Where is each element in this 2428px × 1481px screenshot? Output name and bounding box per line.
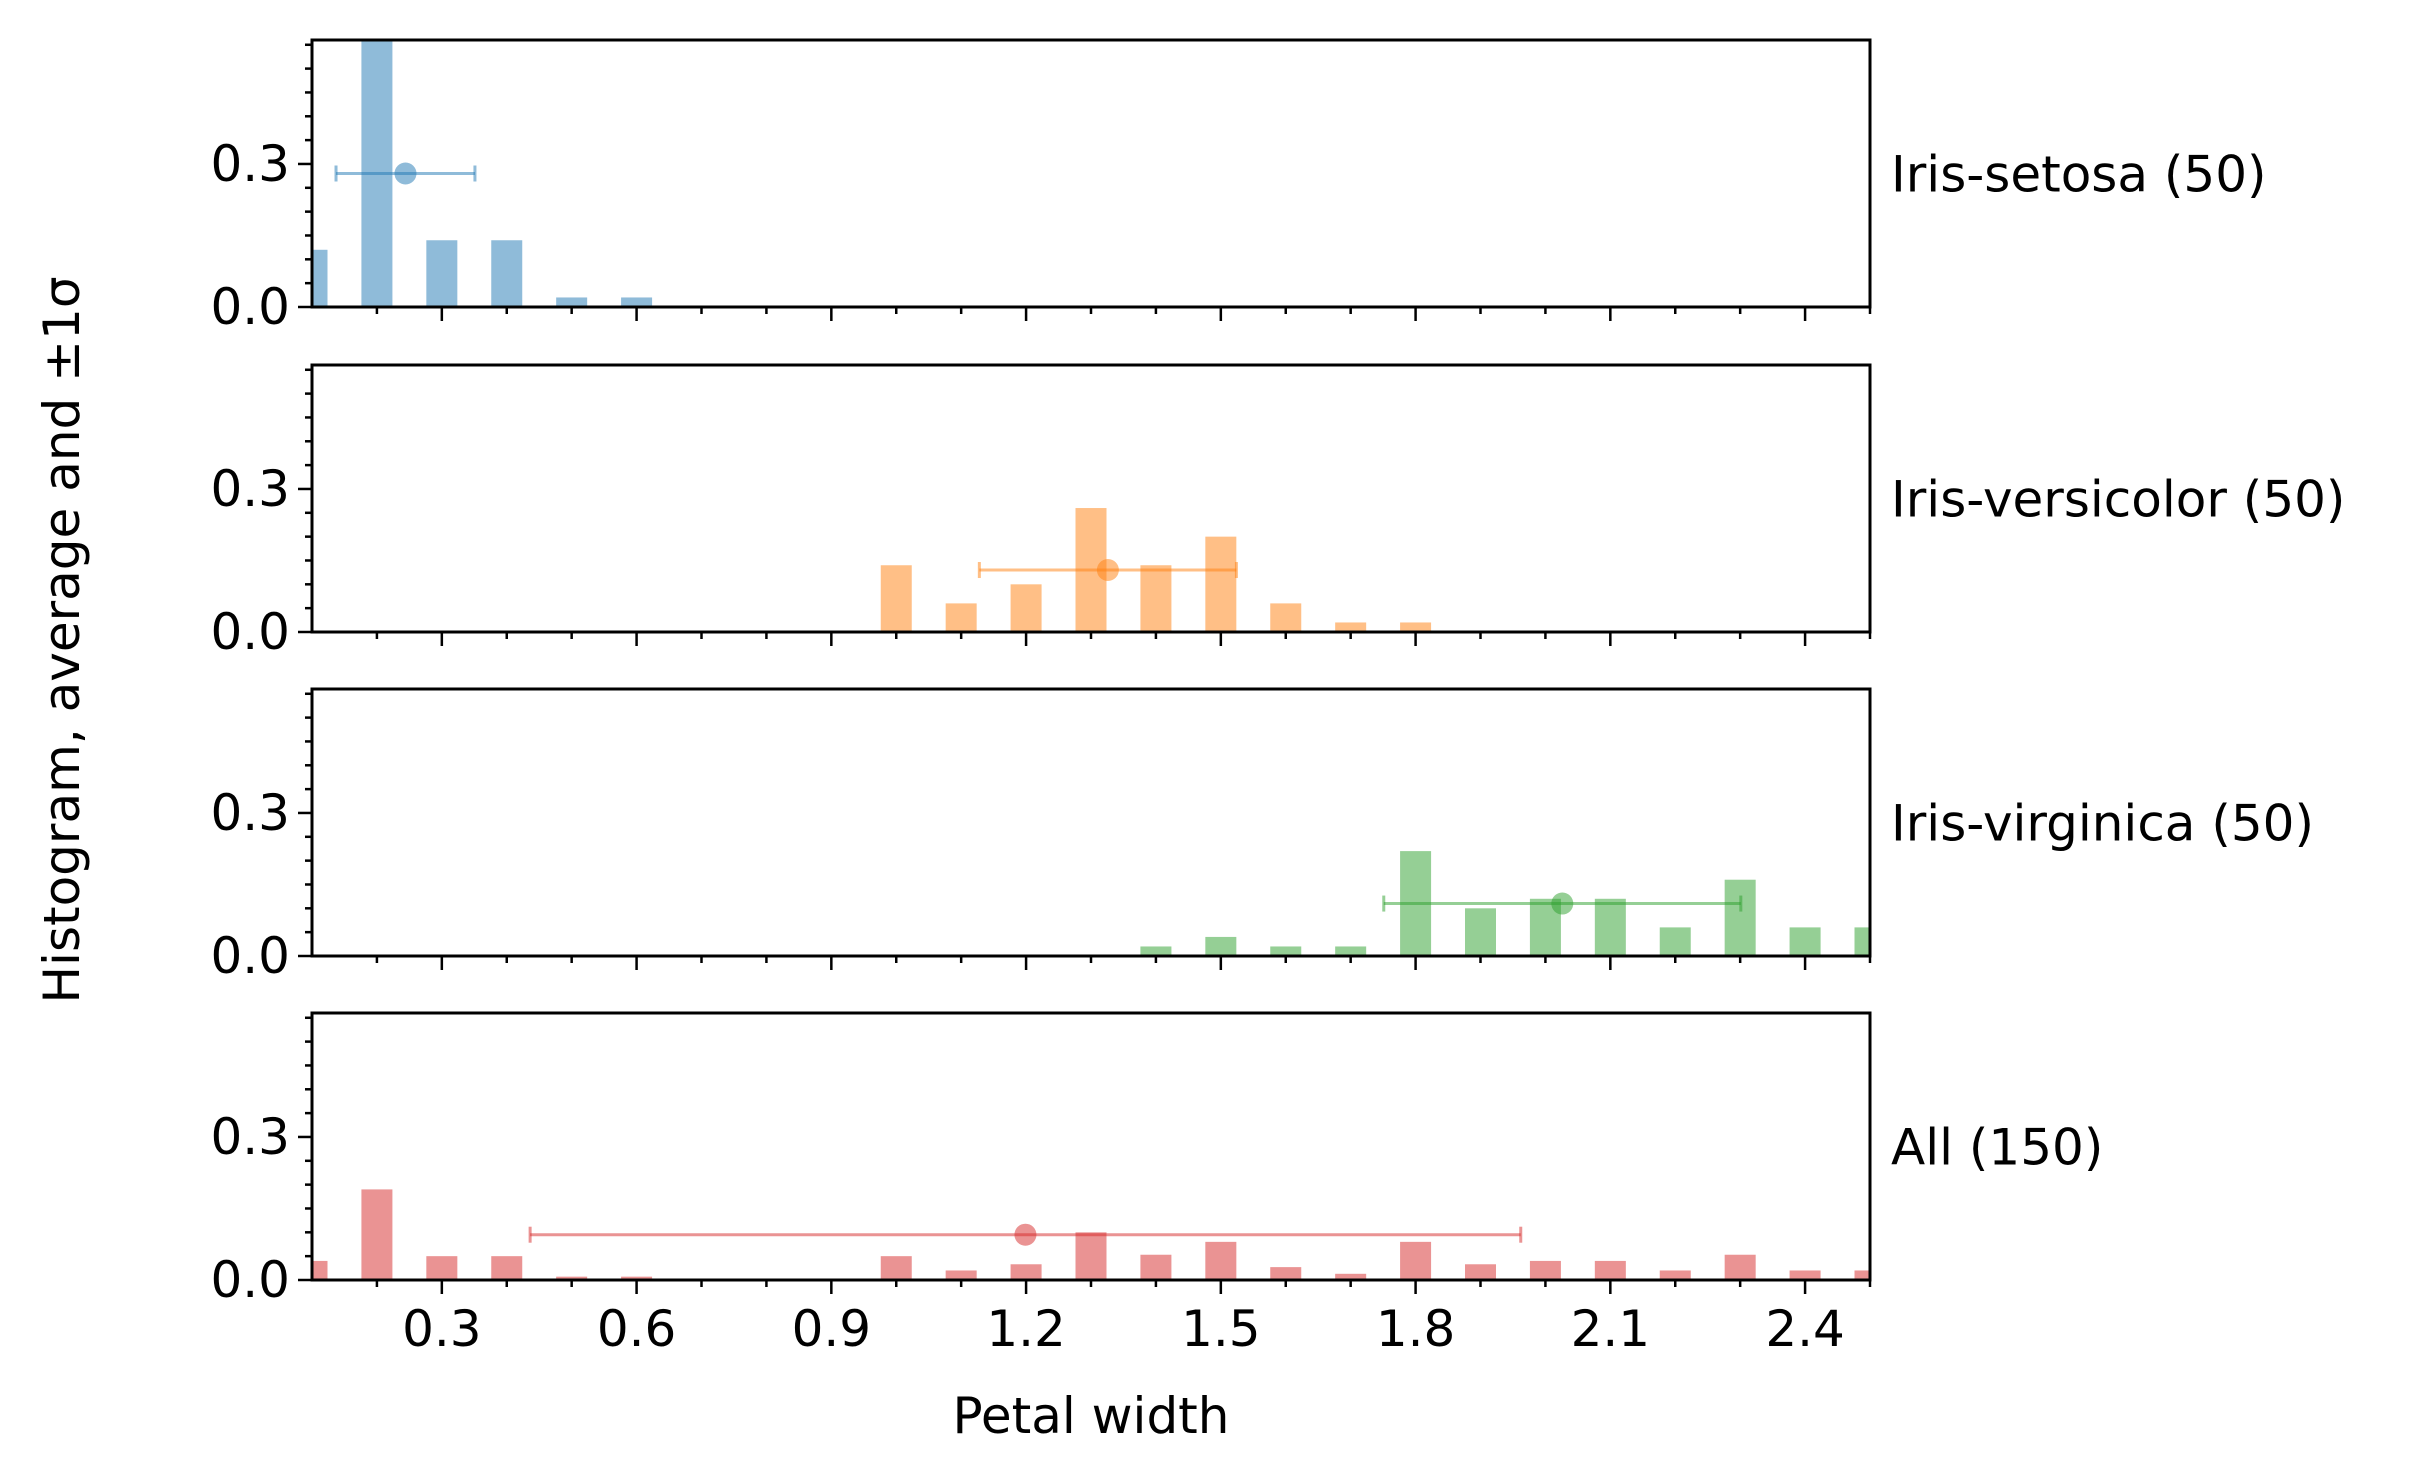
histogram-bar <box>880 1256 912 1280</box>
histogram-bar <box>1724 879 1756 956</box>
mean-marker <box>394 162 417 185</box>
histogram-bar <box>1205 1241 1237 1280</box>
panel-label: Iris-versicolor (50) <box>1891 471 2345 529</box>
x-tick-label: 1.2 <box>986 1300 1066 1358</box>
histogram-bar <box>1529 1260 1561 1280</box>
x-axis-title: Petal width <box>953 1387 1230 1445</box>
histogram-bar <box>621 1276 653 1280</box>
histogram-bar <box>1010 584 1042 632</box>
histogram-bar <box>556 1276 588 1280</box>
x-tick-label: 1.8 <box>1376 1300 1456 1358</box>
histogram-bar <box>1854 927 1870 956</box>
y-axis-title: Histogram, average and ±1σ <box>33 276 91 1003</box>
histogram-bar <box>1140 565 1172 632</box>
histogram-bar <box>1659 927 1691 956</box>
histogram-bar <box>1010 1264 1042 1280</box>
histogram-bar <box>491 1256 523 1280</box>
histogram-bar <box>1724 1254 1756 1280</box>
histogram-bar <box>491 240 523 307</box>
y-tick-label: 0.3 <box>210 1108 290 1166</box>
histogram-bar <box>1789 1270 1821 1280</box>
histogram-bar <box>1594 898 1626 956</box>
histogram-bar <box>945 1270 977 1280</box>
x-tick-label: 0.9 <box>792 1300 872 1358</box>
panel-1: 0.0 0.3 Iris-setosa (50) <box>210 38 2267 336</box>
histogram-bar <box>312 1260 328 1280</box>
histogram-bar <box>426 1256 458 1280</box>
histogram-bar <box>1270 946 1302 956</box>
y-tick-label: 0.3 <box>210 135 290 193</box>
panel-label: All (150) <box>1891 1119 2103 1177</box>
panel-frame <box>310 38 1872 309</box>
panels-group: 0.0 0.3 Iris-setosa (50) 0.0 0.3 Iris-versico… <box>210 38 2345 1358</box>
bars-group <box>312 1189 1870 1280</box>
histogram-bar <box>1465 1264 1496 1280</box>
panel-frame <box>310 687 1872 958</box>
y-tick-label: 0.0 <box>210 603 290 661</box>
histogram-bar <box>945 603 977 632</box>
y-tick-label: 0.0 <box>210 1251 290 1309</box>
panel-2: 0.0 0.3 Iris-versicolor (50) <box>210 363 2345 661</box>
x-tick-label: 0.3 <box>402 1300 482 1358</box>
mean-marker <box>1014 1223 1037 1246</box>
histogram-bar <box>1335 1273 1367 1280</box>
histogram-bar <box>312 249 328 307</box>
histogram-bar <box>1400 1241 1432 1280</box>
histogram-bar <box>1335 622 1367 632</box>
histogram-bar <box>1270 1267 1302 1280</box>
histogram-bar <box>1335 946 1367 956</box>
x-tick-label: 2.1 <box>1571 1300 1651 1358</box>
mean-marker <box>1096 559 1119 582</box>
histogram-bar <box>361 1189 393 1280</box>
y-tick-label: 0.0 <box>210 927 290 985</box>
histogram-bar <box>556 297 588 307</box>
mean-marker <box>1551 892 1574 915</box>
histogram-bar <box>426 240 458 307</box>
panel-3: 0.0 0.3 Iris-virginica (50) <box>210 687 2314 985</box>
histogram-bar <box>880 565 912 632</box>
histogram-bar <box>1205 536 1237 632</box>
y-tick-label: 0.3 <box>210 784 290 842</box>
x-tick-label: 2.4 <box>1765 1300 1845 1358</box>
histogram-bar <box>1594 1260 1626 1280</box>
histogram-bar <box>621 297 653 307</box>
histogram-bar <box>1465 908 1496 956</box>
y-tick-label: 0.0 <box>210 278 290 336</box>
histogram-bar <box>1854 1270 1870 1280</box>
histogram-bar <box>1400 622 1432 632</box>
histogram-bar <box>1205 936 1237 956</box>
panel-label: Iris-virginica (50) <box>1891 795 2314 853</box>
histogram-bar <box>1140 946 1172 956</box>
histogram-bar <box>1075 1232 1107 1280</box>
histogram-bar <box>1140 1254 1172 1280</box>
y-tick-label: 0.3 <box>210 460 290 518</box>
panel-4: 0.0 0.3 0.3 0.6 0.9 1.2 1.5 1.8 2.1 2.4 All (150) <box>210 1011 2103 1358</box>
x-tick-label: 0.6 <box>597 1300 677 1358</box>
x-tick-label: 1.5 <box>1181 1300 1261 1358</box>
panel-label: Iris-setosa (50) <box>1891 146 2267 204</box>
histogram-bar <box>1270 603 1302 632</box>
histogram-bar <box>1659 1270 1691 1280</box>
histogram-bar <box>1789 927 1821 956</box>
